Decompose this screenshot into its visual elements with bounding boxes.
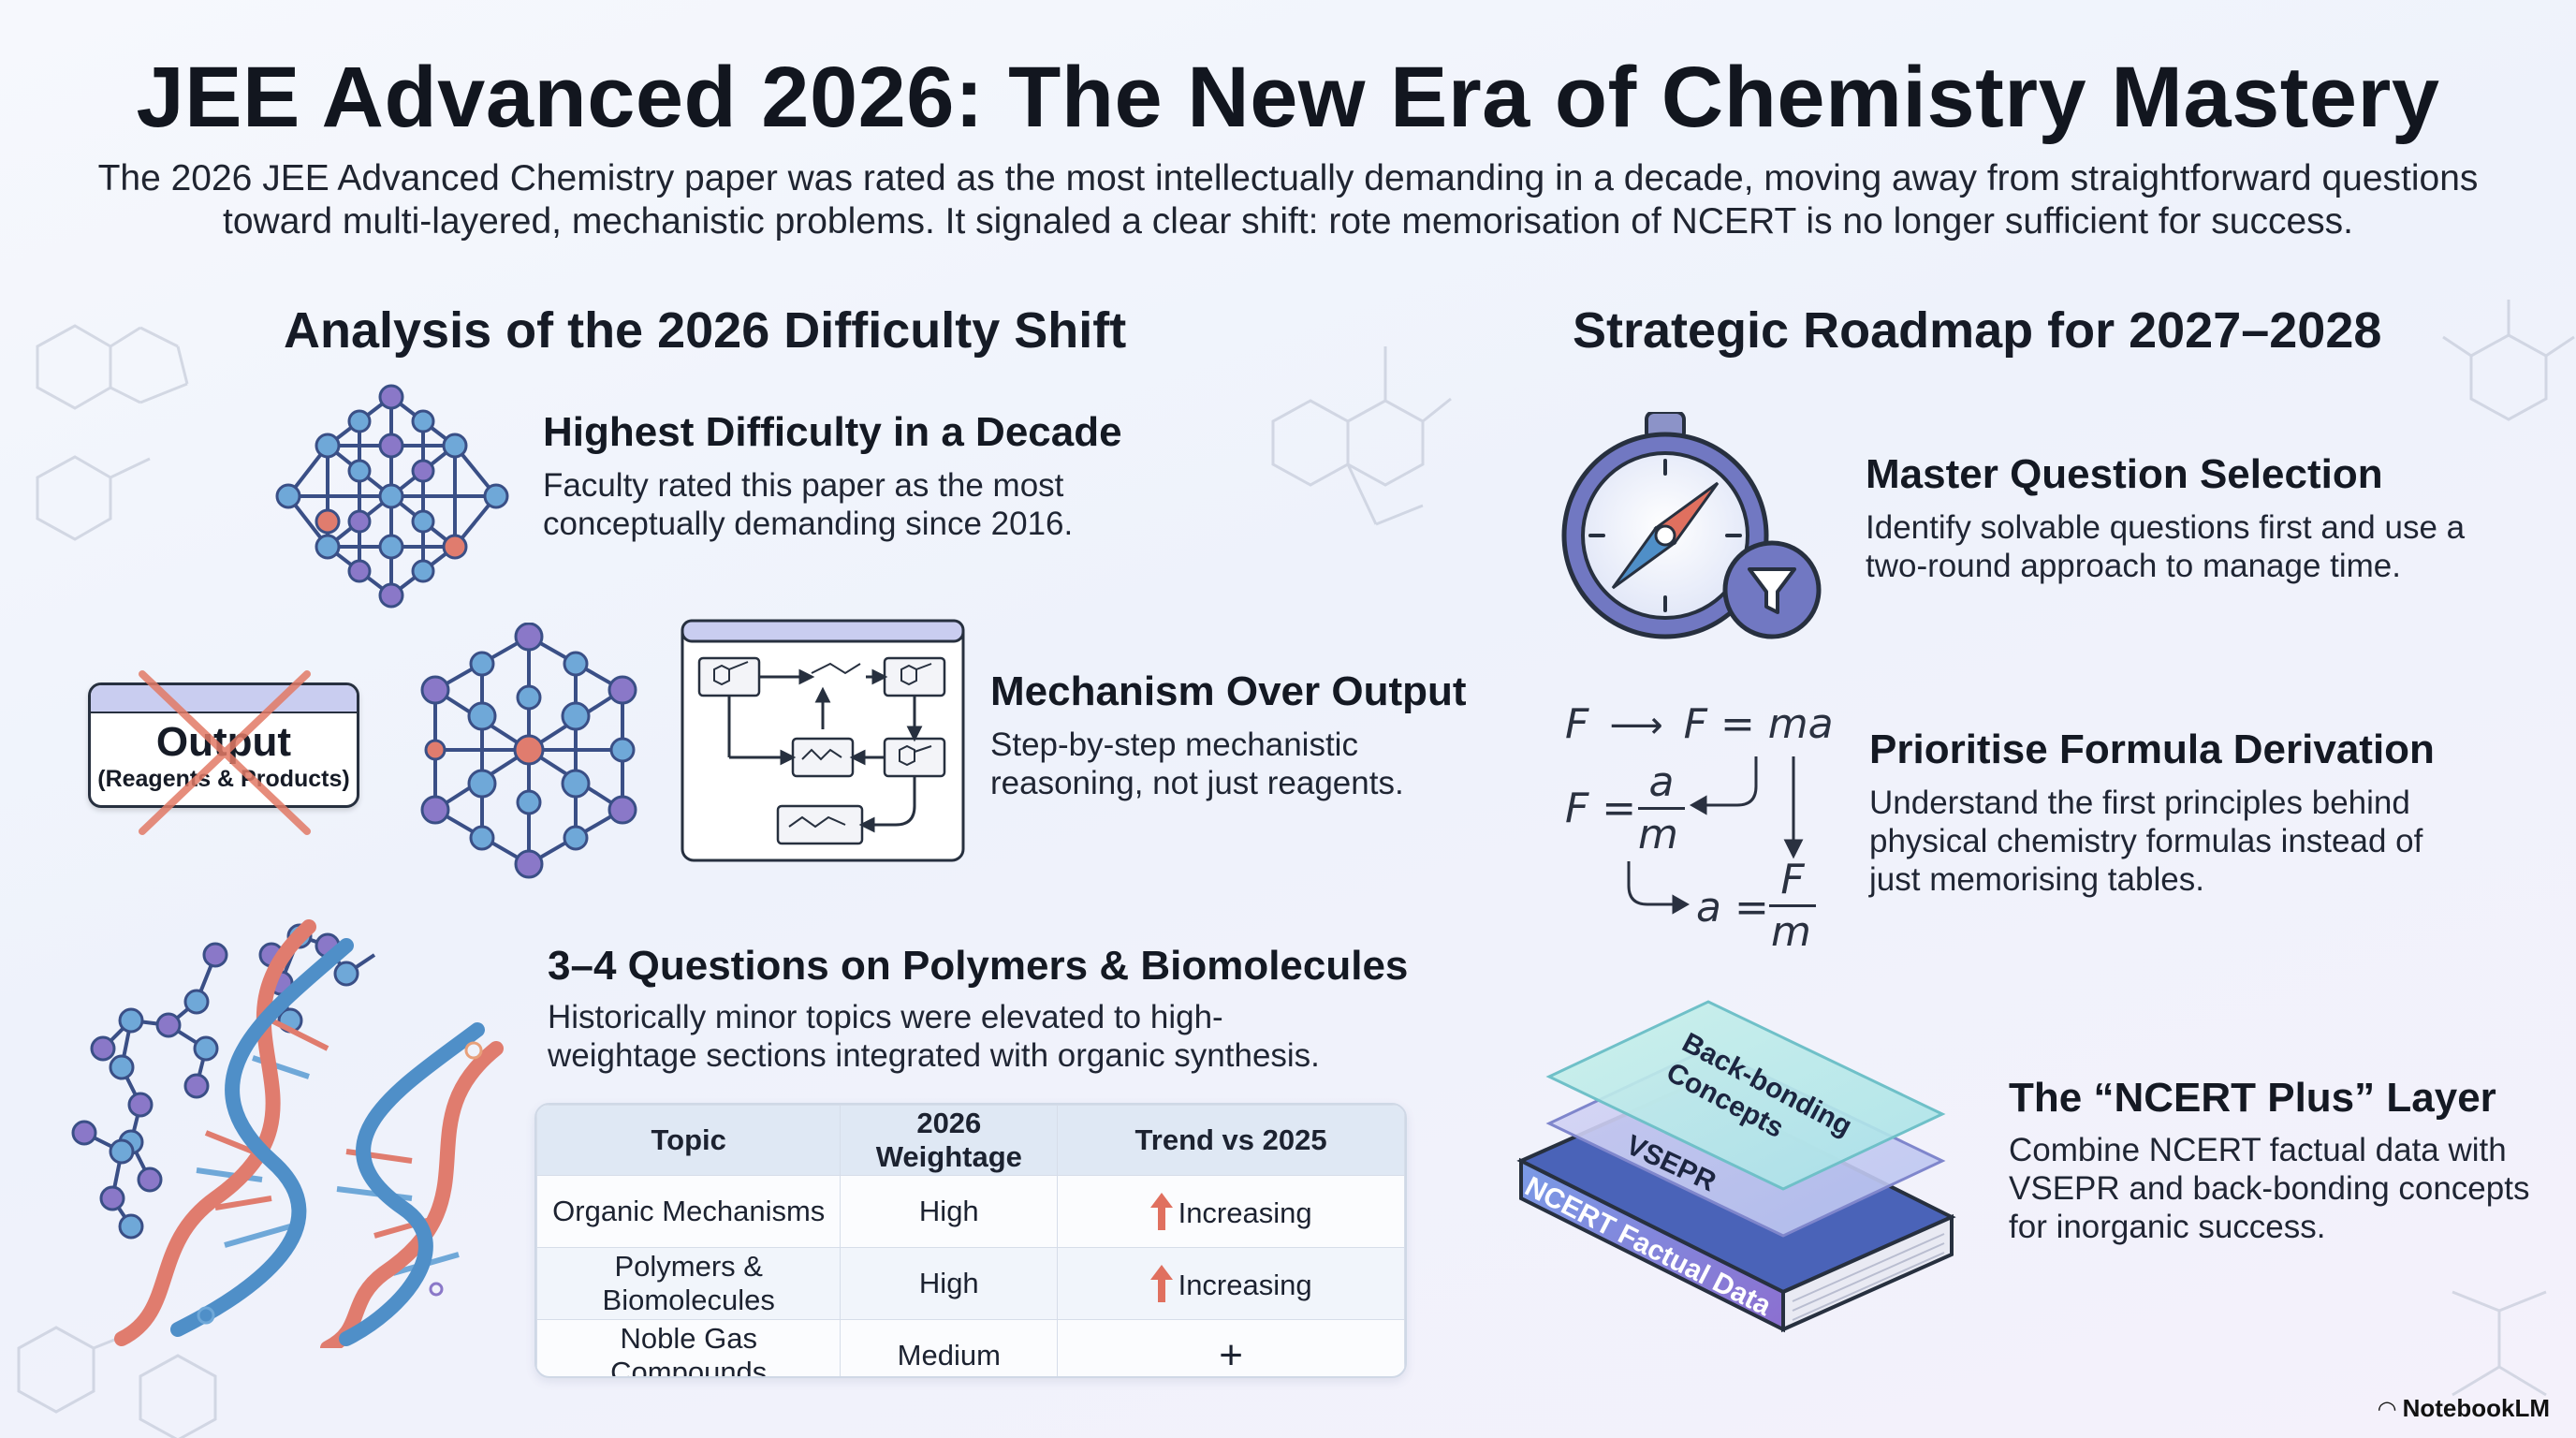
background-molecule-topleft-icon (36, 324, 189, 541)
table-cell-trend: Increasing (1057, 1175, 1405, 1248)
output-badge: Output (Reagents & Products) (88, 682, 359, 808)
reaction-flowchart-icon (681, 619, 965, 862)
table-cell-topic: Noble Gas Compounds (536, 1319, 842, 1376)
table-cell-trend: + (1057, 1319, 1405, 1376)
item-title-ncert-plus: The “NCERT Plus” Layer (2009, 1075, 2496, 1121)
arrow-up-icon (1149, 1265, 1173, 1302)
item-desc-prioritise-formula-derivation: Understand the first principles behind p… (1869, 785, 2423, 898)
formula-line-3-denominator: m (1771, 908, 1811, 956)
table-cell-weightage: High (840, 1175, 1059, 1248)
formula-force-symbol: F (1565, 700, 1589, 748)
formula-line-2-numerator: a (1648, 758, 1675, 806)
background-molecule-bottomright-icon (2452, 1290, 2547, 1397)
formula-line-2-denominator: m (1638, 811, 1678, 858)
output-badge-subtitle: (Reagents & Products) (97, 766, 350, 792)
item-desc-polymers-biomolecules: Historically minor topics were elevated … (548, 999, 1320, 1074)
table-header-row: Topic 2026 Weightage Trend vs 2025 (536, 1105, 1405, 1176)
notebooklm-logo-icon: ◠ (2378, 1397, 2396, 1422)
table-row: Noble Gas Compounds Medium + (536, 1319, 1405, 1376)
item-title-prioritise-formula-derivation: Prioritise Formula Derivation (1869, 726, 2435, 772)
table-header-trend: Trend vs 2025 (1057, 1105, 1405, 1176)
table-cell-weightage: High (840, 1247, 1059, 1320)
layered-book-icon: Back-bondingConcepts VSEPR NCERT Factual… (1516, 1000, 1956, 1333)
table-cell-weightage: Medium (840, 1319, 1059, 1376)
item-desc-master-question-selection: Identify solvable questions first and us… (1866, 509, 2466, 584)
item-desc-mechanism-over-output: Step-by-step mechanistic reasoning, not … (990, 726, 1404, 801)
item-title-mechanism-over-output: Mechanism Over Output (990, 668, 1467, 714)
table-cell-trend-label: Increasing (1178, 1196, 1312, 1229)
table-cell-topic: Polymers & Biomolecules (536, 1247, 842, 1320)
table-row: Organic Mechanisms High Increasing (536, 1175, 1405, 1248)
formula-line-2-lhs: F = (1565, 785, 1637, 832)
dna-helix-icon (71, 919, 504, 1348)
background-molecule-center-icon (1271, 346, 1452, 526)
arrow-up-icon (1149, 1193, 1173, 1230)
item-desc-highest-difficulty: Faculty rated this paper as the most con… (543, 467, 1074, 542)
formula-newton-law: F = ma (1683, 700, 1834, 748)
formula-derivation-icon: F ⟶ F = ma F = a m a = F m (1563, 693, 1835, 956)
formula-line-3-lhs: a = (1696, 884, 1769, 932)
table-row: Polymers & Biomolecules High Increasing (536, 1247, 1405, 1320)
table-cell-topic: Organic Mechanisms (536, 1175, 842, 1248)
fraction-bar (1769, 904, 1816, 907)
molecular-lattice-icon (275, 384, 509, 609)
page-subtitle: The 2026 JEE Advanced Chemistry paper wa… (97, 158, 2479, 242)
brand-watermark: ◠ NotebookLM (2378, 1394, 2550, 1423)
background-molecule-topright-icon (2442, 300, 2575, 421)
derivation-arrows-icon (1627, 756, 1804, 915)
table-header-weightage: 2026 Weightage (840, 1105, 1059, 1176)
page-title: JEE Advanced 2026: The New Era of Chemis… (136, 50, 2440, 145)
left-section-heading: Analysis of the 2026 Difficulty Shift (284, 302, 1127, 359)
table-cell-trend: Increasing (1057, 1247, 1405, 1320)
molecular-crystal-icon (420, 623, 637, 879)
item-title-polymers-biomolecules: 3–4 Questions on Polymers & Biomolecules (548, 943, 1409, 989)
arrow-right-icon: ⟶ (1609, 704, 1663, 747)
compass-filter-icon (1561, 412, 1822, 639)
right-section-heading: Strategic Roadmap for 2027–2028 (1573, 302, 2382, 359)
table-cell-trend-label: Increasing (1178, 1269, 1312, 1301)
cross-out-icon (139, 670, 311, 835)
brand-label: NotebookLM (2402, 1394, 2550, 1422)
item-desc-ncert-plus: Combine NCERT factual data with VSEPR an… (2009, 1132, 2530, 1245)
formula-line-3-numerator: F (1780, 856, 1805, 903)
weightage-table: Topic 2026 Weightage Trend vs 2025 Organ… (534, 1103, 1407, 1378)
fraction-bar (1638, 807, 1685, 810)
item-title-highest-difficulty: Highest Difficulty in a Decade (543, 409, 1122, 455)
formula-line-1: F ⟶ F = ma (1565, 700, 1834, 748)
table-header-topic: Topic (536, 1105, 842, 1176)
item-title-master-question-selection: Master Question Selection (1866, 451, 2383, 497)
